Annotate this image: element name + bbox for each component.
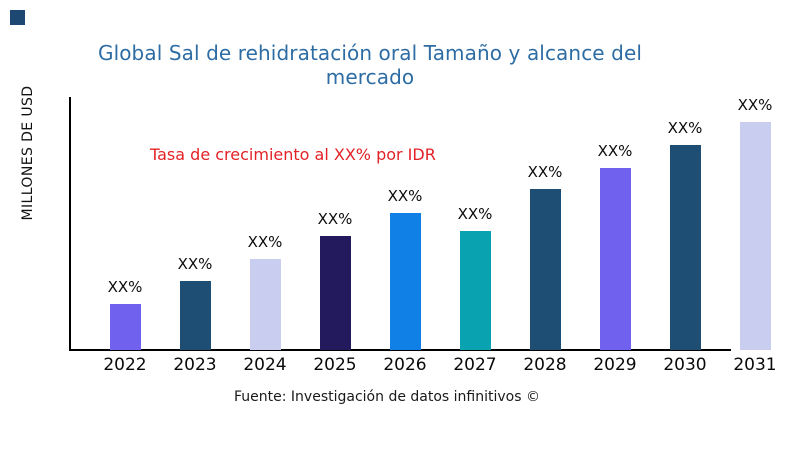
tick-label-2028: 2028 — [523, 355, 567, 375]
tick-label-2026: 2026 — [383, 355, 427, 375]
value-label-2022: XX% — [107, 278, 143, 296]
tick-label-2030: 2030 — [663, 355, 707, 375]
tick-label-2029: 2029 — [593, 355, 637, 375]
bar-2022 — [109, 304, 141, 350]
value-label-2025: XX% — [317, 210, 353, 228]
value-label-2026: XX% — [387, 187, 423, 205]
y-axis-title: MILLONES DE USD — [20, 85, 36, 221]
tick-label-2031: 2031 — [733, 355, 777, 375]
tick-label-2022: 2022 — [103, 355, 147, 375]
value-label-2023: XX% — [177, 255, 213, 273]
growth-annotation: Tasa de crecimiento al XX% por IDR — [150, 145, 436, 164]
tick-label-2027: 2027 — [453, 355, 497, 375]
chart-title: Global Sal de rehidratación oral Tamaño … — [97, 41, 643, 89]
bar-2027 — [459, 231, 491, 350]
tick-label-2025: 2025 — [313, 355, 357, 375]
value-label-2024: XX% — [247, 233, 283, 251]
value-label-2028: XX% — [527, 163, 563, 181]
tick-label-2024: 2024 — [243, 355, 287, 375]
y-axis-line — [69, 97, 71, 351]
bar-2026 — [389, 213, 421, 350]
tick-label-2023: 2023 — [173, 355, 217, 375]
value-label-2031: XX% — [737, 96, 773, 114]
value-label-2027: XX% — [457, 205, 493, 223]
bar-2031 — [739, 122, 771, 350]
source-caption: Fuente: Investigación de datos infinitiv… — [234, 389, 540, 405]
bar-2029 — [599, 168, 631, 350]
bar-2028 — [529, 189, 561, 350]
x-axis-line — [69, 349, 731, 351]
bar-2030 — [669, 145, 701, 350]
value-label-2030: XX% — [667, 119, 703, 137]
logo-mark — [10, 10, 25, 25]
value-label-2029: XX% — [597, 142, 633, 160]
bar-2023 — [179, 281, 211, 350]
bar-2024 — [249, 259, 281, 350]
bar-2025 — [319, 236, 351, 350]
